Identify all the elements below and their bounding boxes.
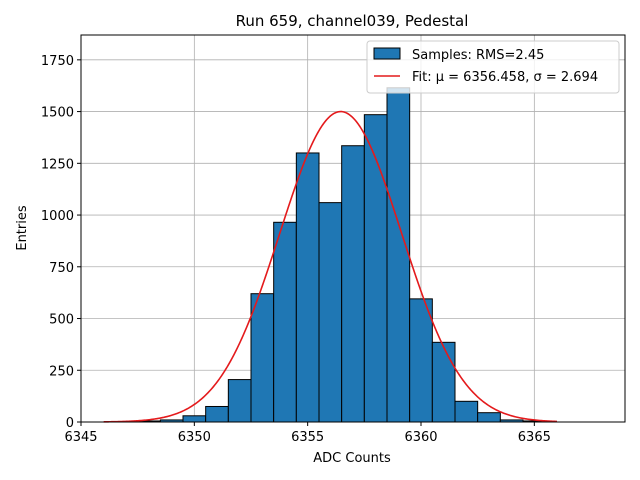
histogram-bar	[409, 298, 433, 423]
y-tick-label: 500	[49, 313, 74, 328]
legend-label-fit: Fit: μ = 6356.458, σ = 2.694	[412, 70, 598, 85]
plot-frame	[80, 34, 626, 423]
histogram-bar	[182, 415, 207, 423]
y-tick-label: 1250	[41, 157, 74, 172]
histogram-bar	[227, 379, 252, 423]
legend: Samples: RMS=2.45 Fit: μ = 6356.458, σ =…	[366, 40, 620, 94]
x-axis-ticks: 6345 6350 6355 6360 6365	[64, 422, 551, 445]
chart-title: Run 659, channel039, Pedestal	[236, 12, 469, 30]
x-tick-label: 6350	[178, 430, 211, 445]
histogram-bar	[341, 145, 365, 423]
y-tick-label: 250	[49, 364, 74, 379]
gaussian-fit-curve	[103, 110, 558, 423]
y-axis-ticks: 0 250 500 750 1000 1250 1500 1750	[41, 54, 81, 431]
histogram-bar	[273, 221, 297, 423]
histogram-bar	[477, 412, 501, 423]
x-tick-label: 6360	[404, 430, 437, 445]
x-tick-label: 6365	[518, 430, 551, 445]
x-axis-label: ADC Counts	[313, 451, 391, 466]
histogram-bar	[454, 400, 479, 423]
y-tick-label: 1500	[41, 106, 74, 121]
legend-swatch-samples	[373, 47, 401, 60]
x-tick-label: 6355	[291, 430, 324, 445]
histogram-bar	[386, 87, 411, 423]
histogram-bar	[318, 202, 343, 423]
histogram-bar	[295, 152, 320, 423]
histogram-bar	[205, 405, 229, 423]
legend-box	[366, 40, 620, 94]
histogram-bar	[363, 114, 388, 423]
y-axis-label: Entries	[15, 205, 30, 251]
y-tick-label: 1000	[41, 209, 74, 224]
y-tick-label: 0	[66, 416, 74, 431]
x-tick-label: 6345	[64, 430, 97, 445]
histogram-bar	[431, 341, 456, 423]
legend-label-samples: Samples: RMS=2.45	[412, 48, 544, 63]
y-tick-label: 1750	[41, 54, 74, 69]
histogram-bar	[250, 293, 275, 423]
y-tick-label: 750	[49, 261, 74, 276]
